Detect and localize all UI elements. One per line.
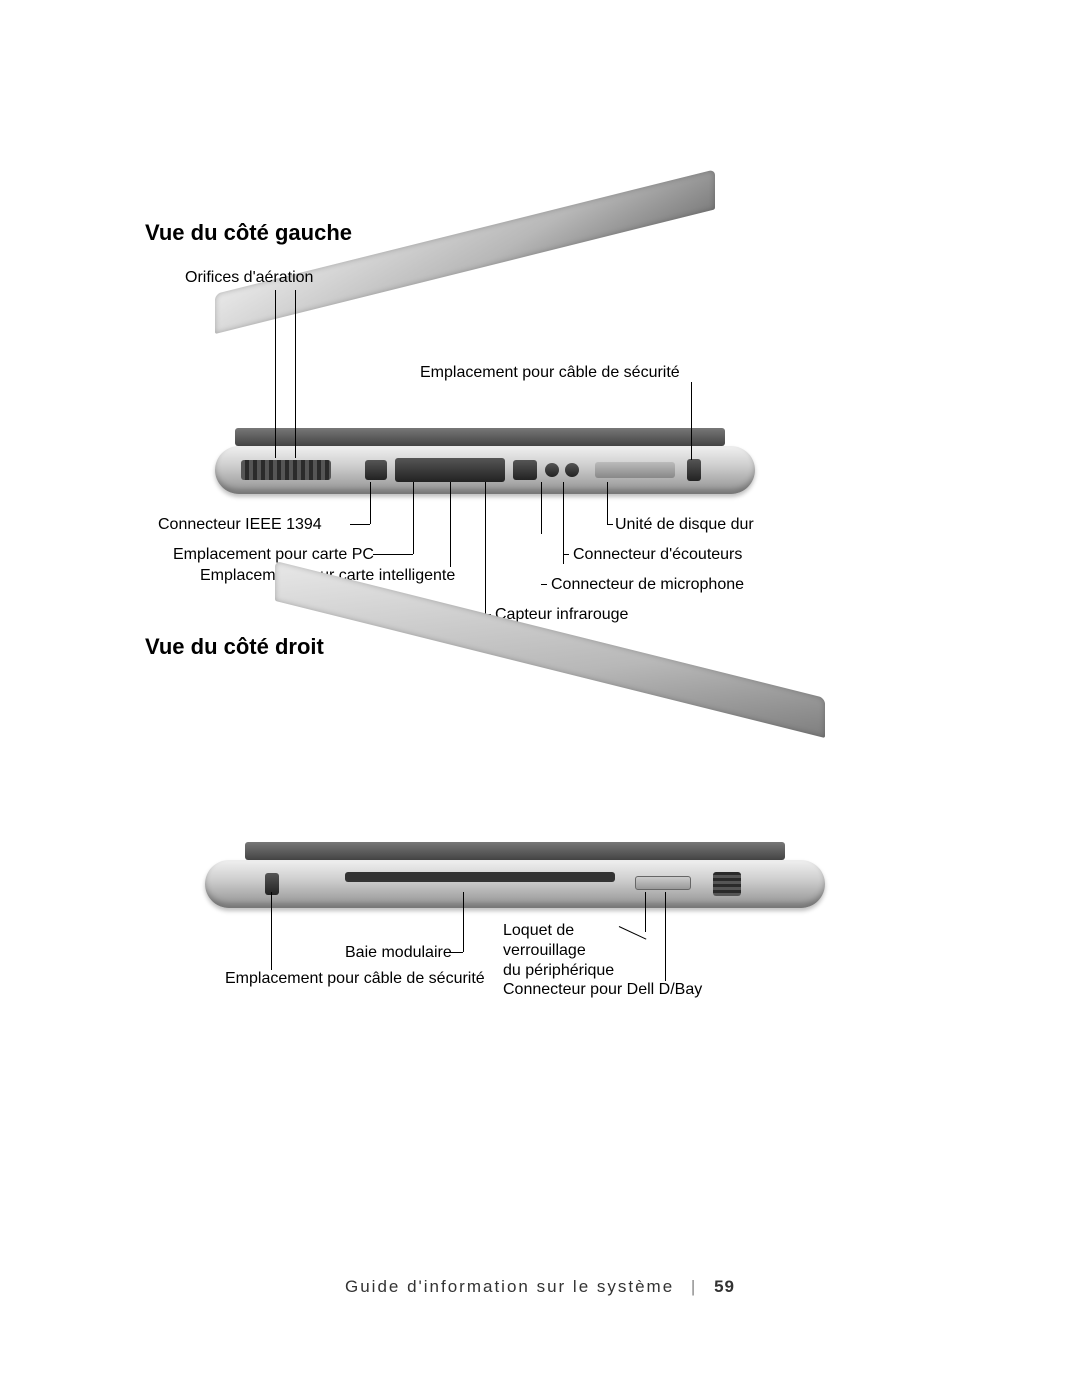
footer-page-number: 59 <box>714 1277 735 1296</box>
footer-separator: | <box>691 1277 697 1296</box>
label-vents: Orifices d'aération <box>185 269 313 287</box>
label-device-latch-2: verrouillage <box>503 942 586 960</box>
label-modular-bay: Baie modulaire <box>345 944 452 962</box>
label-pc-card: Emplacement pour carte PC <box>173 546 374 564</box>
label-device-latch-3: du périphérique <box>503 962 614 980</box>
laptop-left-illustration <box>215 294 765 494</box>
label-security-cable-left: Emplacement pour câble de sécurité <box>420 364 680 382</box>
label-device-latch-1: Loquet de <box>503 922 574 940</box>
label-security-cable-right: Emplacement pour câble de sécurité <box>225 970 485 988</box>
laptop-right-illustration <box>205 698 825 908</box>
diagram-right-side: Loquet de verrouillage du périphérique B… <box>145 678 935 1048</box>
label-hdd: Unité de disque dur <box>615 516 754 534</box>
footer-text: Guide d'information sur le système <box>345 1277 674 1296</box>
label-microphone: Connecteur de microphone <box>551 576 744 594</box>
page-footer: Guide d'information sur le système | 59 <box>0 1277 1080 1297</box>
label-dbay: Connecteur pour Dell D/Bay <box>503 981 706 999</box>
label-headphones: Connecteur d'écouteurs <box>573 546 742 564</box>
diagram-left-side: Orifices d'aération Emplacement pour câb… <box>145 264 935 634</box>
label-ieee1394: Connecteur IEEE 1394 <box>158 516 322 534</box>
